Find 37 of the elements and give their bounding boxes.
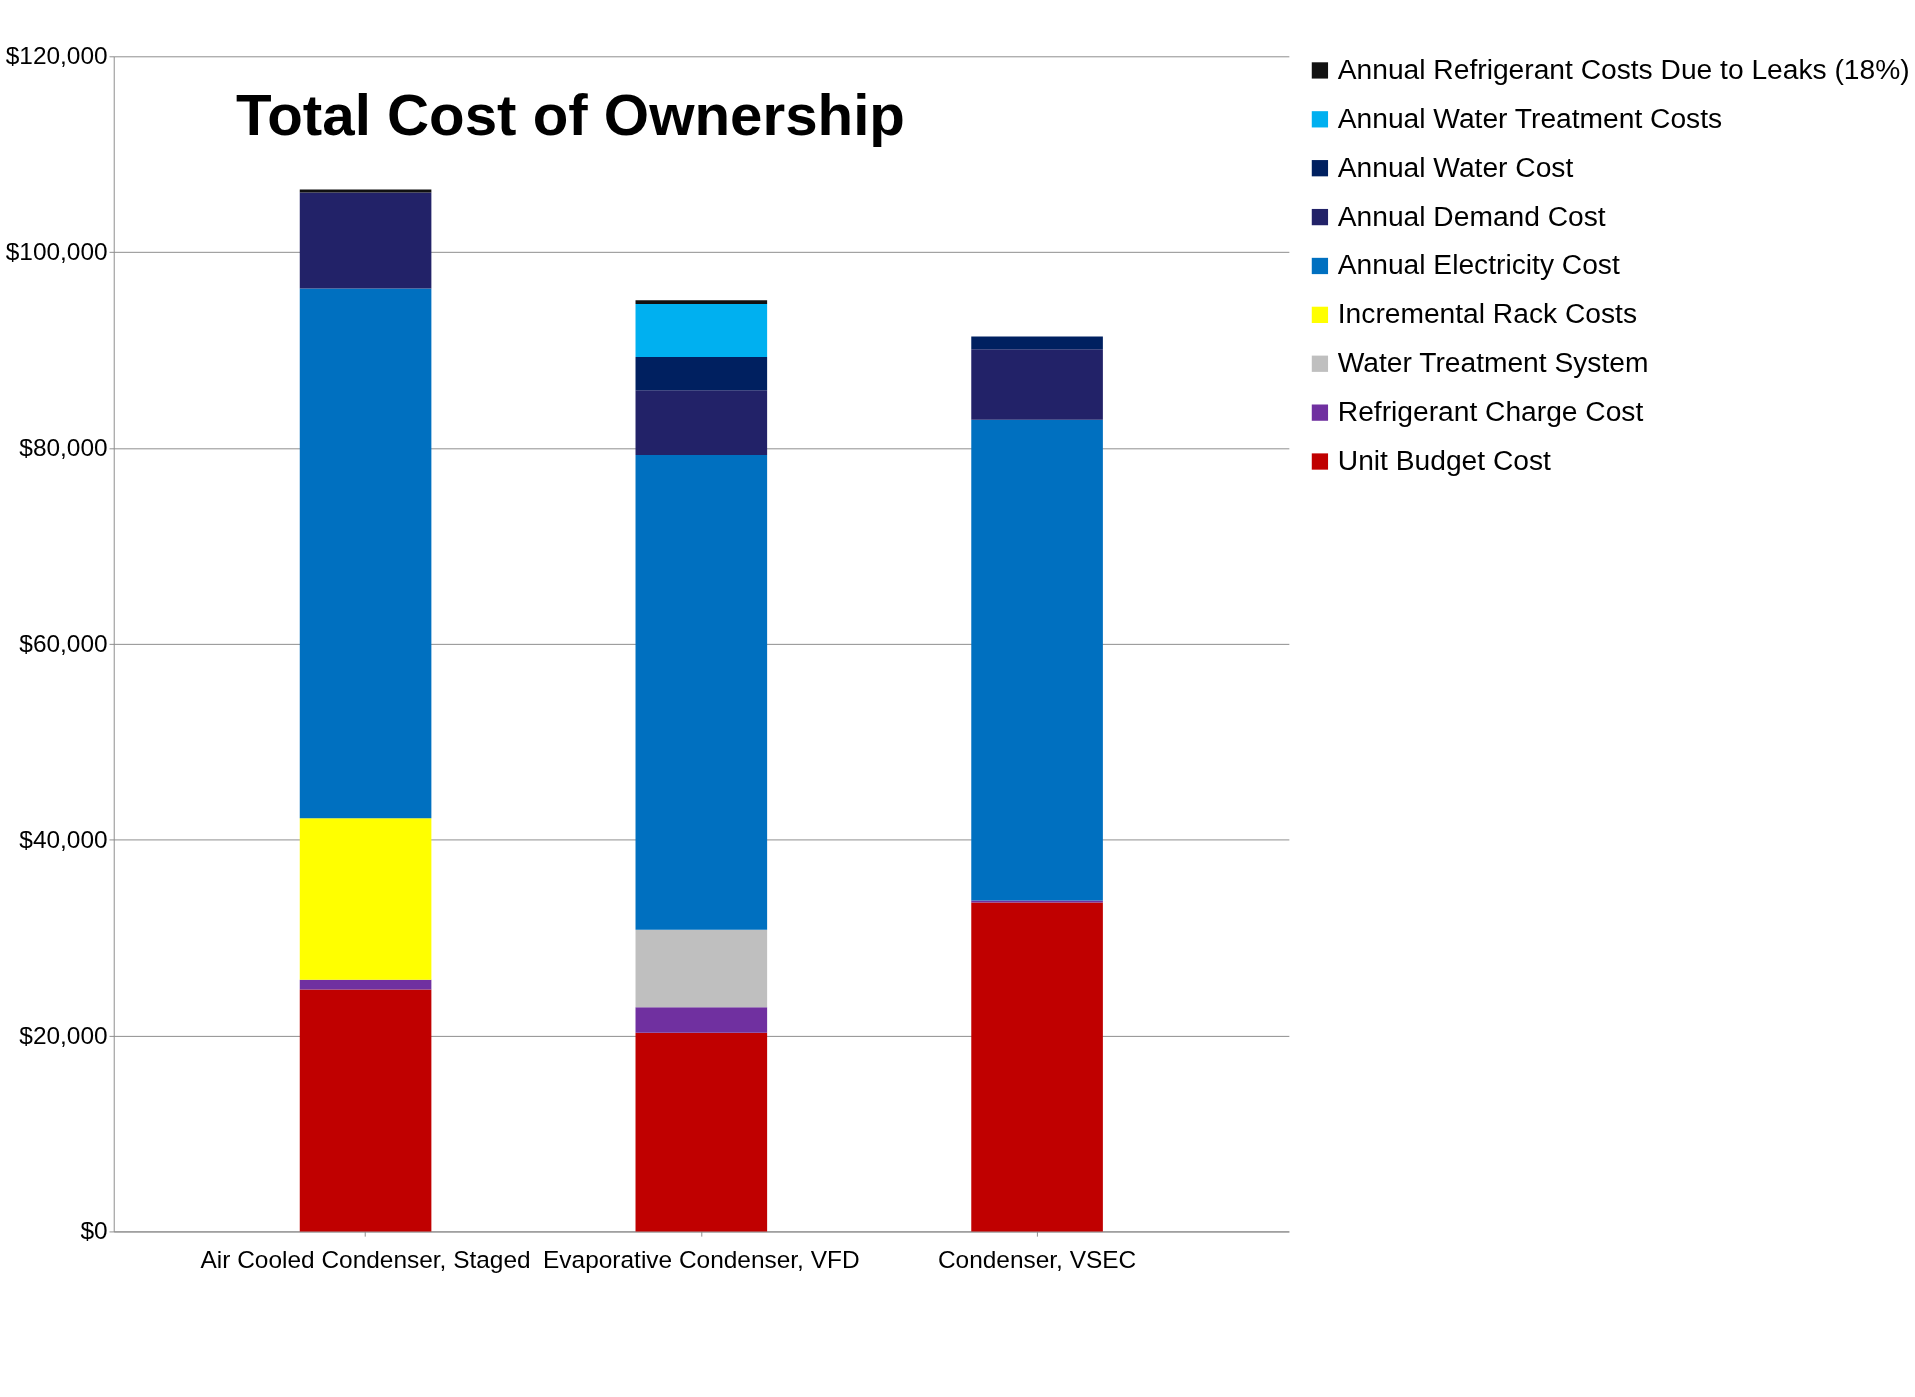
legend-label: Incremental Rack Costs xyxy=(1337,297,1637,330)
legend-label: Refrigerant Charge Cost xyxy=(1337,395,1644,428)
bar xyxy=(299,192,432,289)
bar xyxy=(971,336,1103,350)
y-tick-label: $60,000 xyxy=(19,629,108,657)
y-tick-label: $0 xyxy=(80,1217,108,1245)
bar xyxy=(299,818,432,980)
y-tick-label: $100,000 xyxy=(5,238,108,266)
legend-label: Annual Electricity Cost xyxy=(1337,248,1620,281)
legend-label: Annual Water Treatment Costs xyxy=(1337,101,1723,134)
bar xyxy=(635,356,768,391)
bar xyxy=(635,300,768,305)
x-tick-label: Air Cooled Condenser, Staged xyxy=(200,1245,531,1273)
bar xyxy=(299,989,432,1232)
y-tick-label: $80,000 xyxy=(19,434,108,462)
chart-title: Total Cost of Ownership xyxy=(235,82,905,148)
bar xyxy=(635,454,768,930)
bar xyxy=(635,1032,768,1232)
y-tick-label: $40,000 xyxy=(19,825,108,853)
bar xyxy=(635,1007,768,1033)
legend-label: Unit Budget Cost xyxy=(1337,443,1552,476)
x-tick-label: Evaporative Condenser, VFD xyxy=(543,1245,860,1273)
legend-label: Annual Refrigerant Costs Due to Leaks (18%) xyxy=(1337,52,1910,85)
y-tick-label: $120,000 xyxy=(5,42,108,70)
bar xyxy=(635,390,768,455)
bar xyxy=(635,929,768,1008)
legend-label: Water Treatment System xyxy=(1337,346,1649,379)
bar xyxy=(971,902,1103,1232)
bar xyxy=(971,419,1103,901)
x-tick-label: Condenser, VSEC xyxy=(937,1245,1137,1273)
bar xyxy=(299,979,432,990)
bar xyxy=(971,349,1103,420)
legend-label: Annual Demand Cost xyxy=(1337,199,1606,232)
y-tick-label: $20,000 xyxy=(19,1021,108,1049)
bar xyxy=(299,288,432,819)
bar xyxy=(635,304,768,357)
legend-label: Annual Water Cost xyxy=(1337,150,1574,183)
